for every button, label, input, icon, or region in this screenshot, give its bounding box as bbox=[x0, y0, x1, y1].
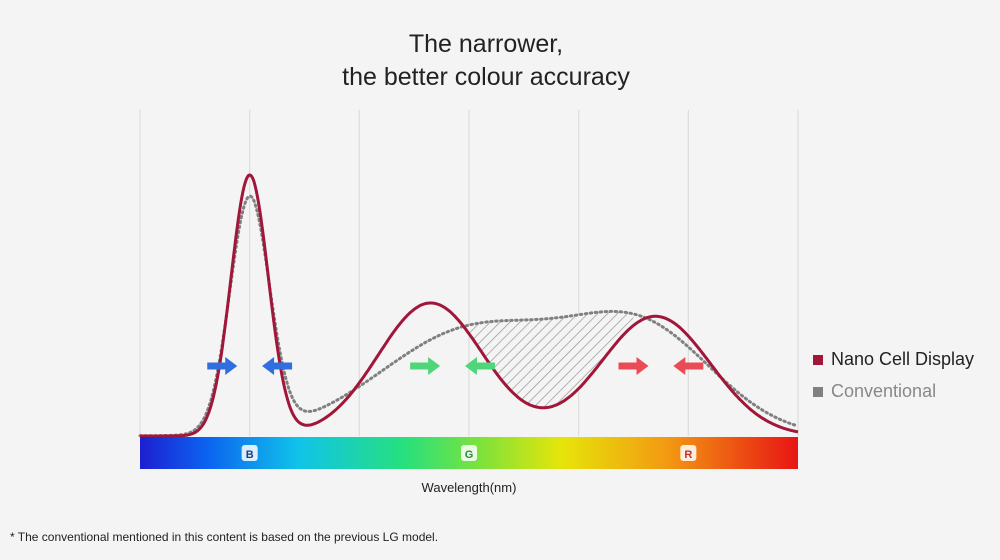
spectrum-label-box-b bbox=[241, 445, 258, 461]
legend-swatch-conventional bbox=[813, 386, 823, 397]
chart-title-line2: the better colour accuracy bbox=[342, 63, 630, 91]
spectrum-label-box-g bbox=[461, 445, 477, 461]
legend-item-conventional: Conventional bbox=[813, 381, 936, 402]
x-axis-label: Wavelength(nm) bbox=[422, 480, 517, 495]
spectrum-label-g: G bbox=[465, 449, 474, 461]
arrow-left-icon bbox=[673, 357, 704, 375]
arrow-right-icon bbox=[207, 357, 238, 375]
arrow-right-icon bbox=[618, 357, 649, 375]
spectrum-label-box-r bbox=[680, 445, 697, 461]
conventional-curve bbox=[138, 194, 800, 438]
legend-swatch-nano-cell bbox=[813, 354, 823, 365]
spectrum-label-r: R bbox=[684, 449, 692, 461]
spectrum-label-b: B bbox=[246, 449, 254, 461]
legend-item-nano-cell: Nano Cell Display bbox=[813, 349, 974, 370]
footnote: * The conventional mentioned in this con… bbox=[10, 530, 439, 544]
difference-hatched-area bbox=[464, 311, 634, 408]
chart-title-line1: The narrower, bbox=[408, 30, 564, 58]
arrow-left-icon bbox=[262, 357, 293, 375]
nano-cell-curve bbox=[140, 173, 799, 438]
arrow-right-icon bbox=[410, 357, 441, 375]
legend-label-conventional: Conventional bbox=[831, 381, 937, 401]
arrow-left-icon bbox=[464, 357, 495, 375]
legend-label-nano-cell: Nano Cell Display bbox=[831, 349, 975, 369]
